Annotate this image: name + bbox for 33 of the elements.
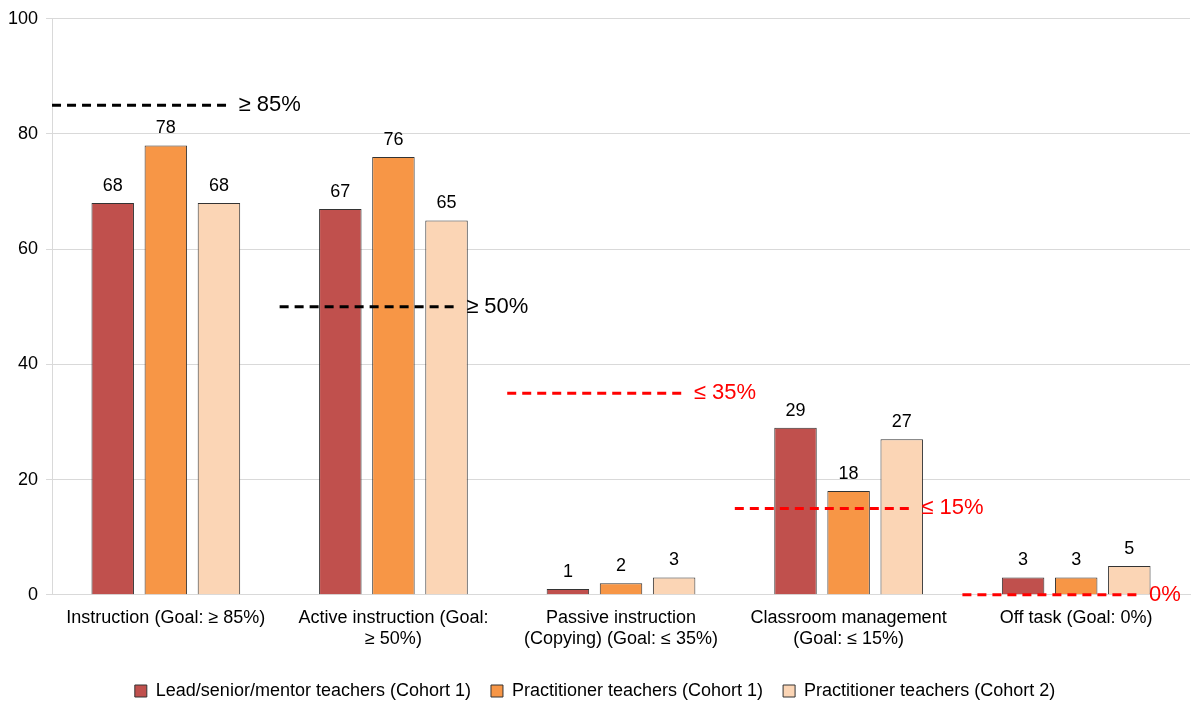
data-label: 3 bbox=[1071, 549, 1082, 570]
ref-line-label: ≤ 35% bbox=[693, 379, 756, 405]
data-label: 3 bbox=[1018, 549, 1029, 570]
data-label: 29 bbox=[785, 399, 806, 420]
y-tick-label: 80 bbox=[18, 122, 39, 143]
x-tick-label: Classroom management (Goal: ≤ 15%) bbox=[750, 606, 947, 649]
data-label: 67 bbox=[330, 180, 351, 201]
data-label: 65 bbox=[436, 192, 457, 213]
legend-label: Lead/senior/mentor teachers (Cohort 1) bbox=[155, 679, 471, 700]
y-tick-label: 0 bbox=[28, 583, 39, 604]
ref-line-label: ≥ 85% bbox=[238, 91, 301, 117]
data-label: 3 bbox=[669, 549, 680, 570]
x-tick-label: Active instruction (Goal: ≥ 50%) bbox=[298, 606, 489, 649]
ref-line-label: ≥ 50% bbox=[466, 292, 529, 318]
data-label: 1 bbox=[562, 561, 573, 582]
legend-label: Practitioner teachers (Cohort 2) bbox=[804, 679, 1056, 700]
data-label: 27 bbox=[891, 411, 912, 432]
data-label: 76 bbox=[383, 129, 404, 150]
data-label: 5 bbox=[1124, 537, 1135, 558]
y-tick-label: 60 bbox=[18, 238, 39, 259]
y-tick-label: 40 bbox=[18, 353, 39, 374]
data-label: 68 bbox=[102, 175, 123, 196]
x-tick-label: Instruction (Goal: ≥ 85%) bbox=[66, 606, 266, 627]
data-label: 2 bbox=[616, 555, 627, 576]
ref-line-label: 0% bbox=[1148, 580, 1181, 606]
data-label: 78 bbox=[155, 117, 176, 138]
legend-label: Practitioner teachers (Cohort 1) bbox=[511, 679, 764, 700]
data-label: 18 bbox=[838, 463, 859, 484]
y-tick-label: 20 bbox=[18, 468, 39, 489]
x-tick-label: Off task (Goal: 0%) bbox=[999, 606, 1153, 627]
x-tick-label: Passive instruction (Copying) (Goal: ≤ 35%) bbox=[524, 606, 718, 649]
data-label: 68 bbox=[208, 175, 229, 196]
y-tick-label: 100 bbox=[7, 7, 39, 28]
